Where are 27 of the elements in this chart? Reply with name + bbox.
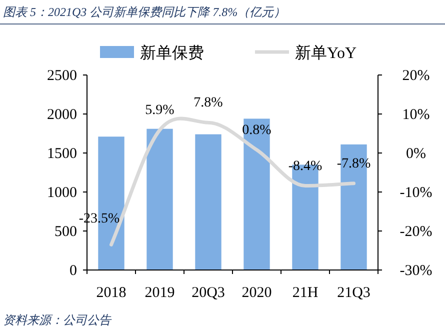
data-label: 7.8% [194,96,224,111]
legend-label: 新单YoY [295,44,357,62]
x-tick-label: 21H [292,285,318,301]
y2-tick-label: -30% [400,263,432,279]
x-tick-label: 2019 [144,285,175,301]
y-tick-label: 1500 [47,146,77,162]
y-tick-label: 2000 [47,107,77,123]
y2-tick-label: 10% [402,107,430,123]
y2-tick-label: -10% [400,185,432,201]
bar [244,118,270,270]
text: 资料来源：公司公告 [3,313,112,327]
chart-title: 图表 5：2021Q3 公司新单保费同比下降 7.8%（亿元） [3,5,286,19]
y2-tick-label: -20% [400,224,432,240]
y-tick-label: 500 [54,224,77,240]
x-tick-label: 20Q3 [192,285,225,301]
data-label: 5.9% [145,102,175,118]
x-tick-label: 2020 [242,285,272,301]
y2-tick-label: 0% [406,146,426,162]
x-tick-label: 2018 [96,285,126,301]
x-tick-label: 21Q3 [337,285,370,301]
y2-tick-label: 20% [402,68,430,84]
bar [146,128,173,270]
y-tick-label: 1000 [47,185,77,201]
y-tick-label: 2500 [47,68,77,84]
y-tick-label: 0 [70,263,77,279]
bar [195,134,222,270]
legend-label: 新单保费 [140,44,204,62]
